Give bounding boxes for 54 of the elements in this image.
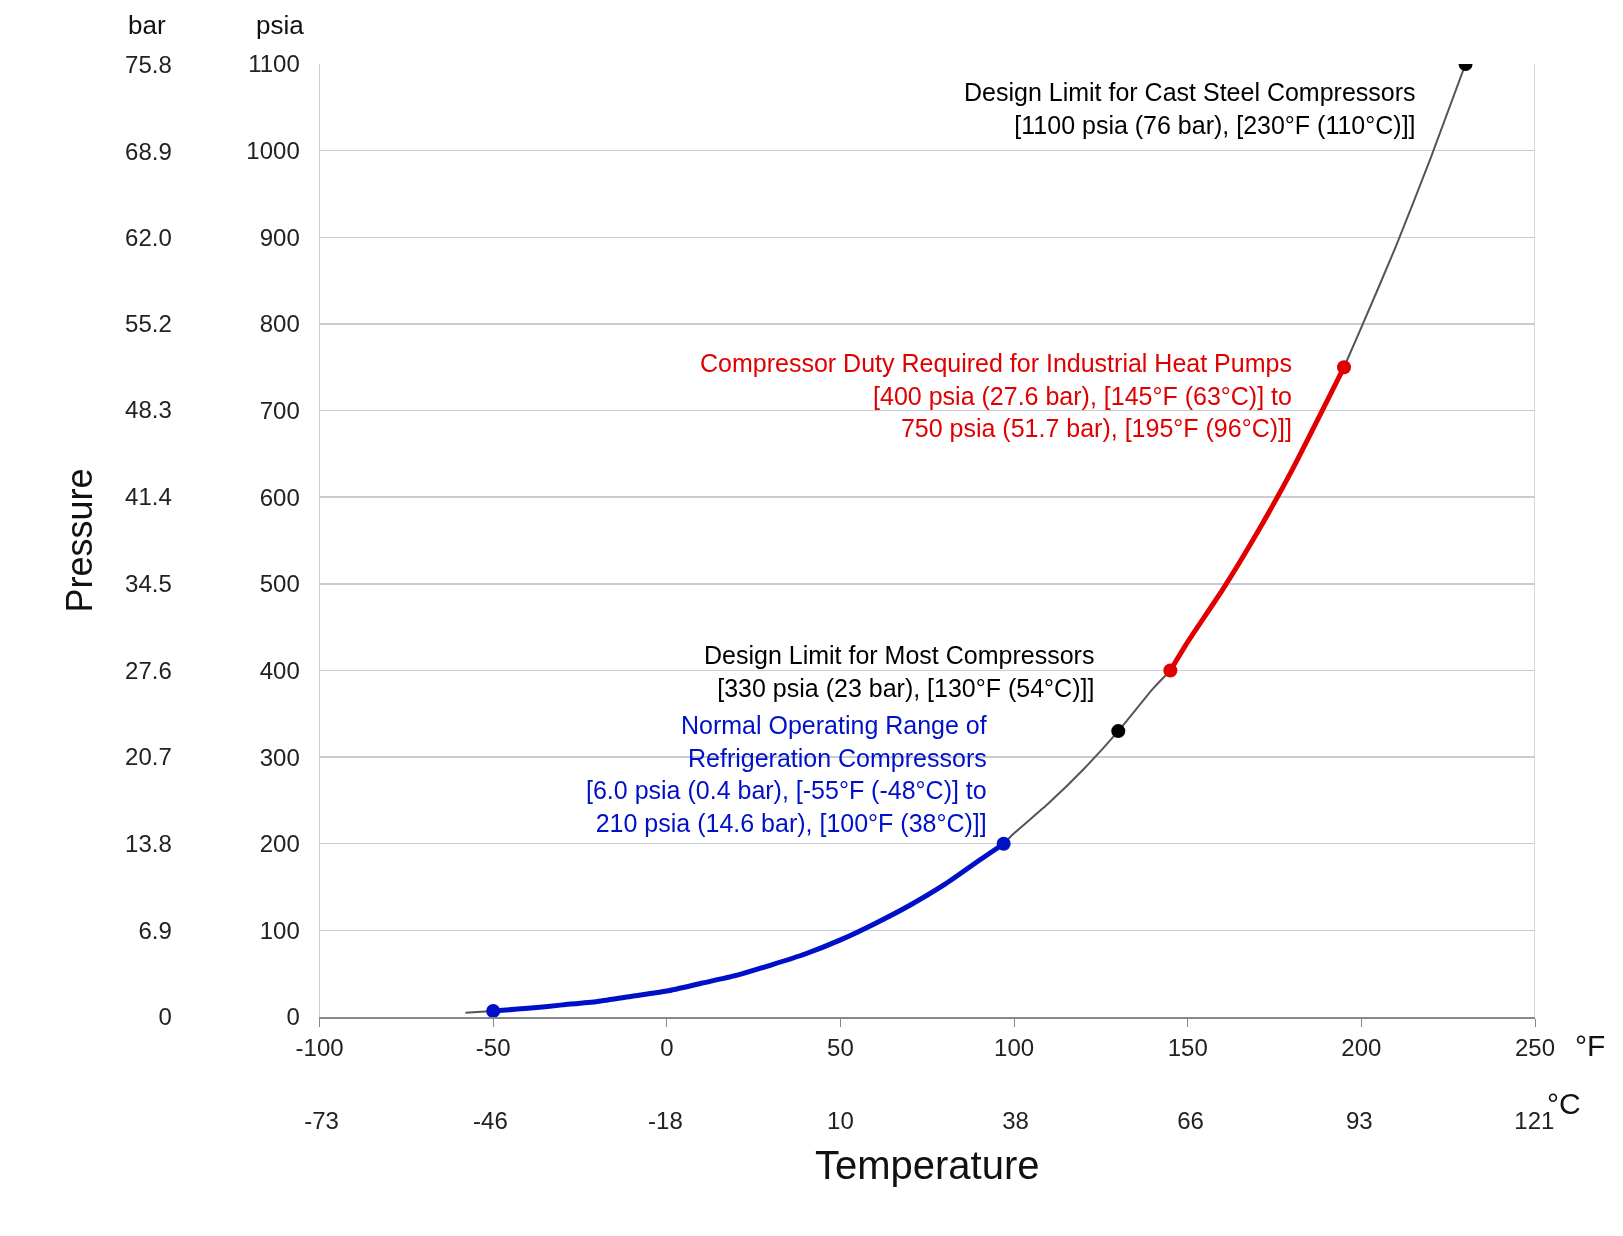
point bbox=[486, 1003, 501, 1018]
x-tick-label: -50 bbox=[475, 1033, 511, 1061]
y-tick-label: 200 bbox=[259, 830, 300, 858]
y-tick-label: 900 bbox=[259, 223, 300, 251]
y-tick-label: 300 bbox=[259, 743, 300, 771]
y2-tick-label: 75.8 bbox=[125, 50, 172, 78]
x2-tick-label: 66 bbox=[1177, 1106, 1204, 1134]
x-tick-label: 50 bbox=[827, 1033, 854, 1061]
y-tick-label: 0 bbox=[286, 1003, 300, 1031]
x2-tick-label: -46 bbox=[473, 1106, 508, 1134]
text: bar bbox=[128, 10, 166, 40]
point bbox=[1111, 724, 1126, 739]
point bbox=[996, 836, 1011, 851]
y2-tick-label: 48.3 bbox=[125, 396, 172, 424]
y2-tick-label: 27.6 bbox=[125, 656, 172, 684]
x-tick-label: 250 bbox=[1514, 1033, 1556, 1061]
point bbox=[1163, 663, 1178, 678]
x2-tick-label: 93 bbox=[1345, 1106, 1373, 1134]
y2-tick-label: 68.9 bbox=[125, 137, 172, 165]
x-tick-label: 200 bbox=[1341, 1033, 1382, 1061]
x2-tick-label: -18 bbox=[648, 1106, 683, 1134]
y-tick-label: 100 bbox=[259, 916, 300, 944]
x2-tick-label: 38 bbox=[1002, 1106, 1029, 1134]
annotation: Normal Operating Range of Refrigeration Compressors [6.0 psia (0.4 bar), [-55°F (-48°C)] to 210 psia (14.6 bar), [100°F (38°C)]] bbox=[586, 711, 987, 837]
y2-tick-label: 0 bbox=[158, 1003, 172, 1031]
y-tick-label: 800 bbox=[259, 310, 300, 338]
y2-tick-label: 13.8 bbox=[125, 830, 172, 857]
x-axis-title: Temperature bbox=[815, 1143, 1040, 1188]
y-tick-label: 500 bbox=[259, 570, 300, 598]
x2-tick-label: -73 bbox=[304, 1106, 339, 1134]
annotation: Compressor Duty Required for Industrial Heat Pumps [400 psia (27.6 bar), [145°F (63°C)] to 750 psia (51.7 bar), [195°F (96°C)]] bbox=[700, 349, 1292, 442]
text: psia bbox=[256, 10, 305, 40]
y-tick-label: 1100 bbox=[248, 50, 300, 78]
annotation: Design Limit for Cast Steel Compressors [1100 psia (76 bar), [230°F (110°C)]] bbox=[964, 78, 1416, 139]
annotation: Design Limit for Most Compressors [330 psia (23 bar), [130°F (54°C)]] bbox=[704, 641, 1095, 702]
x-tick-label: -100 bbox=[295, 1033, 344, 1061]
y2-tick-label: 20.7 bbox=[125, 743, 172, 771]
y-tick-label: 600 bbox=[259, 483, 300, 511]
y2-tick-label: 55.2 bbox=[125, 309, 172, 337]
y2-axis-title: Pressure bbox=[58, 468, 100, 613]
y2-tick-label: 41.4 bbox=[125, 483, 172, 511]
point bbox=[1337, 360, 1351, 375]
x2-tick-label: 121 bbox=[1514, 1106, 1555, 1134]
x-tick-label: 0 bbox=[660, 1033, 674, 1061]
y2-tick-label: 6.9 bbox=[138, 916, 172, 944]
x2-tick-label: 10 bbox=[827, 1106, 854, 1134]
y-tick-label: 700 bbox=[259, 396, 300, 424]
y-tick-label: 400 bbox=[259, 656, 300, 684]
x-tick-label: 100 bbox=[994, 1033, 1035, 1061]
y2-tick-label: 62.0 bbox=[125, 224, 172, 252]
y2-tick-label: 34.5 bbox=[125, 569, 172, 597]
text: °F bbox=[1575, 1029, 1606, 1062]
y-tick-label: 1000 bbox=[246, 137, 300, 165]
x-tick-label: 150 bbox=[1167, 1033, 1208, 1061]
